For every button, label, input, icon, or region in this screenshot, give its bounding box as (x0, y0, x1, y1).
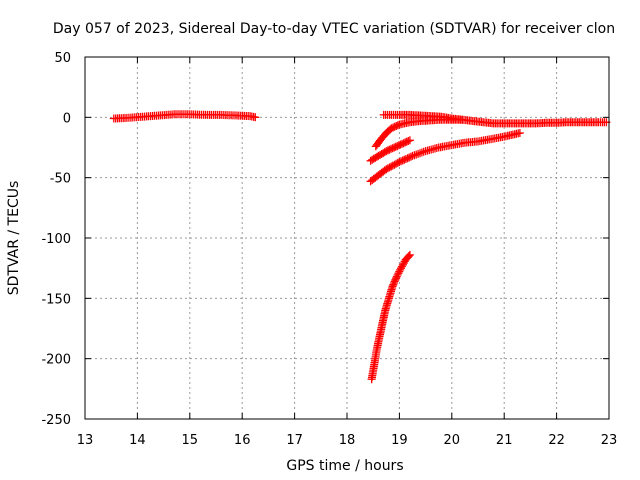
data-point (251, 113, 260, 122)
data-point (410, 151, 419, 160)
data-marks (109, 110, 611, 384)
data-point (412, 150, 421, 159)
y-tick-label: 50 (54, 51, 71, 66)
data-point (404, 252, 413, 261)
x-tick-label: 16 (234, 433, 251, 448)
x-tick-label: 19 (391, 433, 408, 448)
data-point (405, 136, 414, 145)
data-point (398, 260, 407, 269)
series-early-track (109, 110, 260, 123)
y-tick-label: -100 (41, 232, 71, 247)
series-track-near-zero (379, 110, 611, 128)
data-point (404, 137, 413, 145)
data-point (406, 152, 415, 161)
x-tick-label: 22 (548, 433, 565, 448)
series-track-steep (367, 250, 414, 384)
x-axis-label: GPS time / hours (286, 458, 403, 474)
x-axis-ticks: 13 14 15 16 17 18 19 20 21 22 23 (77, 57, 618, 448)
y-tick-label: -150 (41, 292, 71, 307)
data-point (397, 262, 406, 271)
y-tick-label: -50 (50, 172, 71, 187)
x-tick-label: 13 (77, 433, 94, 448)
y-axis-label: SDTVAR / TECUs (6, 181, 22, 296)
data-point (417, 148, 426, 157)
grid-lines (85, 57, 609, 419)
data-point (393, 270, 402, 279)
data-point (416, 149, 424, 158)
x-tick-label: 23 (601, 433, 618, 448)
y-tick-label: -250 (41, 413, 71, 428)
series-track-rising (371, 115, 467, 151)
data-point (458, 115, 467, 124)
y-axis-ticks: 50 0 -50 -100 -150 -200 -250 (41, 51, 609, 428)
x-tick-label: 18 (339, 433, 356, 448)
y-tick-label: 0 (63, 111, 71, 126)
data-point (397, 264, 405, 273)
x-tick-label: 17 (286, 433, 303, 448)
chart-title: Day 057 of 2023, Sidereal Day-to-day VTE… (53, 21, 615, 37)
data-point (396, 265, 405, 274)
x-tick-label: 21 (496, 433, 513, 448)
data-point (414, 149, 423, 158)
data-point (419, 147, 428, 156)
series-track-mid (366, 129, 524, 186)
y-tick-label: -200 (41, 353, 71, 368)
x-tick-label: 14 (129, 433, 146, 448)
data-point (399, 259, 408, 268)
x-tick-label: 20 (444, 433, 461, 448)
data-point (515, 129, 524, 137)
x-tick-label: 15 (182, 433, 199, 448)
data-point (405, 250, 414, 259)
series-track-short (366, 136, 414, 165)
data-point (392, 272, 401, 281)
